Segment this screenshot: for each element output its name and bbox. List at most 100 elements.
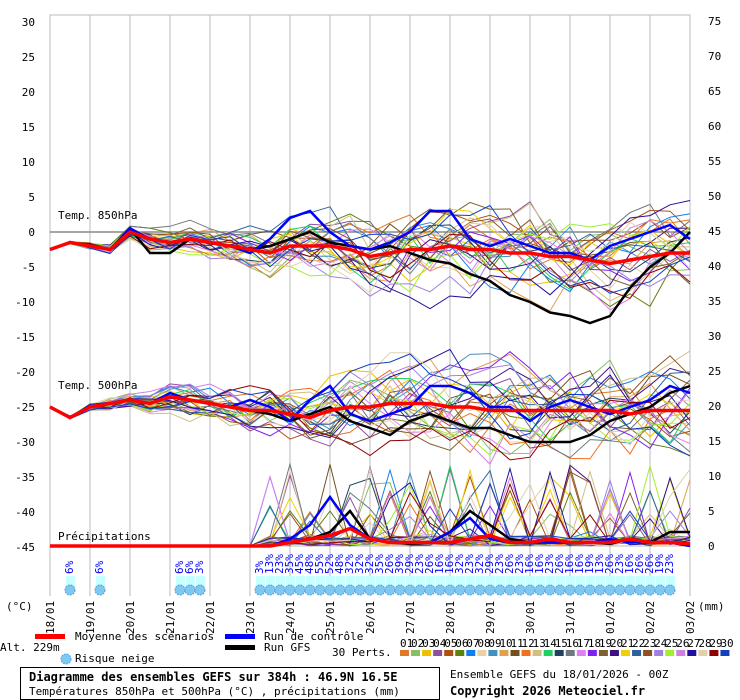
snowflake-icon (324, 584, 336, 596)
snow-bar (406, 576, 415, 586)
snow-pct-label: 32% (473, 554, 486, 574)
title-box: Diagramme des ensembles GEFS sur 384h : … (20, 667, 440, 700)
pert-line-850 (49, 213, 691, 308)
snowflake-icon (624, 584, 636, 596)
pert-number: 02 (411, 637, 424, 650)
snowflake-icon (394, 584, 406, 596)
pert-number: 28 (698, 637, 711, 650)
snow-pct-label: 26% (553, 554, 566, 574)
snow-pct-label: 16% (533, 554, 546, 574)
snow-bar (306, 576, 315, 586)
x-tick-label: 26/01 (364, 601, 377, 634)
snow-pct-label: 55% (313, 554, 326, 574)
snow-pct-label: 23% (463, 554, 476, 574)
snow-bar (586, 576, 595, 586)
snow-pct-label: 23% (663, 554, 676, 574)
left-tick-label: -15 (15, 331, 35, 344)
left-tick-label: -20 (15, 366, 35, 379)
right-tick-label: 0 (708, 540, 715, 553)
x-tick-label: 27/01 (404, 601, 417, 634)
pert-color-swatch (466, 650, 476, 656)
pert-number: 22 (632, 637, 645, 650)
x-tick-label: 25/01 (324, 601, 337, 634)
pert-number: 12 (522, 637, 535, 650)
snowflake-icon (94, 584, 106, 596)
pert-color-swatch (444, 650, 454, 656)
pert-line-850 (49, 201, 691, 287)
x-tick-label: 20/01 (124, 601, 137, 634)
pert-color-swatch (422, 650, 432, 656)
pert-line-500 (49, 385, 691, 461)
snow-bar (656, 576, 665, 586)
x-tick-label: 29/01 (484, 601, 497, 634)
pert-color-swatch (665, 650, 675, 656)
x-tick-label: 28/01 (444, 601, 457, 634)
pert-line-850 (49, 208, 691, 269)
snow-bar (386, 576, 395, 586)
snow-pct-label: 35% (283, 554, 296, 574)
pert-color-swatch (698, 650, 708, 656)
snow-pct-label: 13% (593, 554, 606, 574)
snowflake-icon (384, 584, 396, 596)
snowflake-icon (534, 584, 546, 596)
pert-number: 08 (477, 637, 490, 650)
snow-bar (646, 576, 655, 586)
snowflake-icon (304, 584, 316, 596)
snow-pct-label: 6% (63, 560, 76, 574)
pert-number: 14 (544, 637, 558, 650)
x-tick-label: 22/01 (204, 601, 217, 634)
snow-bar (266, 576, 275, 586)
left-tick-label: -5 (22, 261, 35, 274)
pert-color-swatch (499, 650, 509, 656)
pert-color-swatch (632, 650, 642, 656)
snowflake-icon (174, 584, 186, 596)
pert-color-swatch (654, 650, 664, 656)
snowflake-icon (334, 584, 346, 596)
left-tick-label: 10 (22, 156, 35, 169)
snow-bar (596, 576, 605, 586)
snowflake-icon (184, 584, 196, 596)
pert-color-swatch (543, 650, 553, 656)
snow-bar (616, 576, 625, 586)
snow-bar (446, 576, 455, 586)
run-info: Ensemble GEFS du 18/01/2026 - 00Z (450, 668, 669, 681)
snowflake-icon (614, 584, 626, 596)
pert-color-swatch (532, 650, 542, 656)
snow-bar (196, 576, 205, 586)
snow-pct-label: 16% (523, 554, 536, 574)
snowflake-icon (364, 584, 376, 596)
snow-pct-label: 29% (483, 554, 496, 574)
snow-pct-label: 16% (623, 554, 636, 574)
pert-number: 23 (643, 637, 656, 650)
pert-line-500 (49, 353, 691, 457)
pert-color-swatch (455, 650, 465, 656)
panel-label-precip: Précipitations (58, 530, 151, 543)
right-tick-label: 35 (708, 295, 721, 308)
snowflake-icon (644, 584, 656, 596)
snowflake-icon (64, 584, 76, 596)
right-tick-label: 45 (708, 225, 721, 238)
pert-number: 11 (511, 637, 524, 650)
pert-color-swatch (709, 650, 719, 656)
snow-pct-label: 35% (373, 554, 386, 574)
right-tick-label: 20 (708, 400, 721, 413)
snowflake-icon (634, 584, 646, 596)
right-tick-label: 55 (708, 155, 721, 168)
snowflake-icon (264, 584, 276, 596)
right-tick-label: 40 (708, 260, 721, 273)
snow-bar (376, 576, 385, 586)
snowflake-icon (434, 584, 446, 596)
x-tick-label: 21/01 (164, 601, 177, 634)
pert-number: 07 (466, 637, 479, 650)
pert-color-swatch (720, 650, 730, 656)
legend-gfs-label: Run GFS (264, 641, 311, 654)
pert-color-swatch (621, 650, 630, 656)
legend-snow-label: Risque neige (75, 652, 155, 665)
right-tick-label: 10 (708, 470, 721, 483)
pert-number: 21 (621, 637, 634, 650)
x-tick-label: 30/01 (524, 601, 537, 634)
snow-pct-label: 26% (423, 554, 436, 574)
x-tick-label: 31/01 (564, 601, 577, 634)
snow-bar (296, 576, 305, 586)
